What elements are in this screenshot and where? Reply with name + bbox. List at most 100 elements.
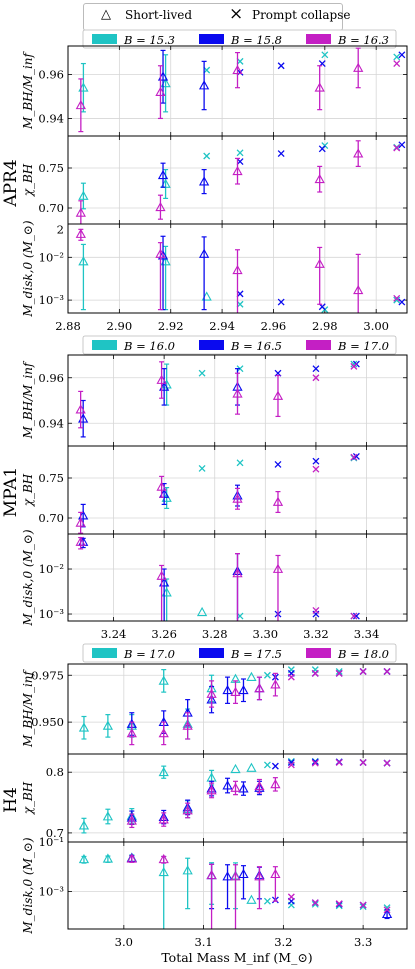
y-tick-label: 2: [57, 222, 64, 236]
cross-marker: [350, 612, 358, 620]
triangle-marker: [230, 782, 241, 792]
cross-marker: [359, 759, 367, 766]
legend-swatch: [199, 648, 224, 658]
y-tick-label: 0.94: [38, 111, 64, 125]
y-axis-label: χ_BH: [21, 163, 35, 197]
triangle-marker: [102, 853, 114, 863]
triangle-marker: [272, 563, 284, 573]
y-tick-label: 0.7: [46, 826, 64, 840]
x-tick-label: 2.88: [55, 319, 81, 333]
x-tick-label: 3.1: [194, 935, 212, 949]
short-lived-marker-icon: △: [101, 7, 111, 22]
panel-apr4-chi: [67, 135, 408, 225]
triangle-marker: [126, 853, 137, 863]
cross-marker: [393, 60, 401, 68]
y-tick-label: 0.8: [46, 765, 64, 779]
cross-marker: [393, 144, 401, 152]
cross-marker: [350, 362, 358, 370]
triangle-marker: [155, 201, 166, 212]
cross-marker: [318, 145, 326, 153]
y-tick-label: 0.75: [38, 471, 64, 485]
triangle-marker: [156, 481, 167, 491]
eos-label: APR4: [1, 159, 21, 207]
cross-marker: [398, 298, 406, 306]
x-tick-label: 2.96: [261, 319, 287, 333]
triangle-marker: [270, 868, 281, 879]
field-legend-apr4: B = 15.3 B = 15.8 B = 16.3: [82, 29, 397, 49]
axes-frame: [67, 841, 408, 930]
triangle-marker: [158, 728, 169, 738]
y-tick-label: 0.975: [31, 668, 64, 682]
triangle-marker: [75, 99, 86, 110]
x-tick-label: 3.34: [354, 627, 380, 641]
triangle-marker: [198, 80, 210, 90]
cross-marker: [274, 460, 282, 468]
triangle-marker: [75, 207, 86, 217]
cross-marker: [287, 761, 295, 769]
cross-marker: [312, 607, 320, 614]
cross-marker: [263, 897, 271, 905]
cross-marker: [198, 369, 206, 377]
triangle-marker: [198, 248, 210, 258]
y-tick-label: 10⁻²: [39, 562, 64, 576]
y-axis-label: M_BH/M_inf: [21, 360, 35, 439]
cross-marker: [287, 673, 295, 681]
panel-mpa1-chi: [67, 445, 408, 535]
legend-field-label: B = 16.3: [337, 33, 389, 47]
legend-field-label: B = 16.5: [230, 339, 282, 353]
triangle-marker: [102, 811, 114, 821]
axes-frame: [67, 753, 408, 843]
y-tick-label: 0.950: [31, 715, 64, 729]
triangle-marker: [102, 720, 114, 730]
triangle-marker: [232, 64, 243, 75]
triangle-marker: [238, 684, 249, 695]
y-axis-label: χ_BH: [21, 781, 35, 815]
triangle-marker: [232, 388, 243, 398]
triangle-marker: [78, 853, 90, 864]
triangle-marker: [238, 783, 249, 793]
triangle-marker: [126, 815, 137, 825]
legend-field-label: B = 16.0: [123, 339, 175, 353]
triangle-marker: [158, 866, 169, 877]
y-tick-label: 0.94: [38, 416, 64, 430]
triangle-marker: [246, 671, 257, 682]
triangle-marker: [353, 148, 364, 158]
triangle-marker: [78, 256, 89, 266]
cross-marker: [335, 668, 343, 675]
triangle-marker: [222, 780, 233, 790]
triangle-marker: [75, 228, 86, 238]
cross-marker: [311, 899, 319, 907]
cross-marker: [312, 465, 320, 473]
cross-marker: [359, 901, 367, 909]
legend-swatch: [306, 340, 331, 350]
panel-apr4-mdisk: [67, 223, 408, 314]
triangle-marker: [254, 780, 265, 791]
eos-label: H4: [1, 787, 21, 813]
x-tick-label: 3.3: [354, 935, 372, 949]
x-tick-label: 3.32: [303, 627, 329, 641]
triangle-marker: [196, 606, 208, 617]
x-tick-label: 3.30: [253, 627, 279, 641]
triangle-marker: [254, 683, 265, 693]
legend-field-label: B = 15.3: [123, 33, 175, 47]
cross-marker: [312, 457, 320, 465]
triangle-marker: [158, 853, 169, 864]
x-tick-label: 2.90: [107, 319, 133, 333]
axes-frame: [67, 223, 408, 314]
y-tick-label: 0.96: [38, 68, 64, 82]
legend-field-label: B = 15.8: [230, 33, 282, 47]
triangle-marker: [222, 684, 233, 695]
triangle-marker: [232, 493, 243, 503]
triangle-marker: [230, 686, 241, 697]
cross-marker: [271, 762, 279, 770]
triangle-marker: [156, 374, 167, 384]
triangle-marker: [158, 675, 169, 685]
x-tick-label: 3.24: [101, 627, 127, 641]
cross-marker: [203, 152, 211, 160]
triangle-marker: [254, 871, 265, 881]
cross-marker: [383, 759, 391, 767]
panel-h4-mdisk: [67, 841, 408, 930]
cross-marker: [393, 294, 401, 302]
legend-field-label: B = 17.0: [123, 647, 175, 661]
